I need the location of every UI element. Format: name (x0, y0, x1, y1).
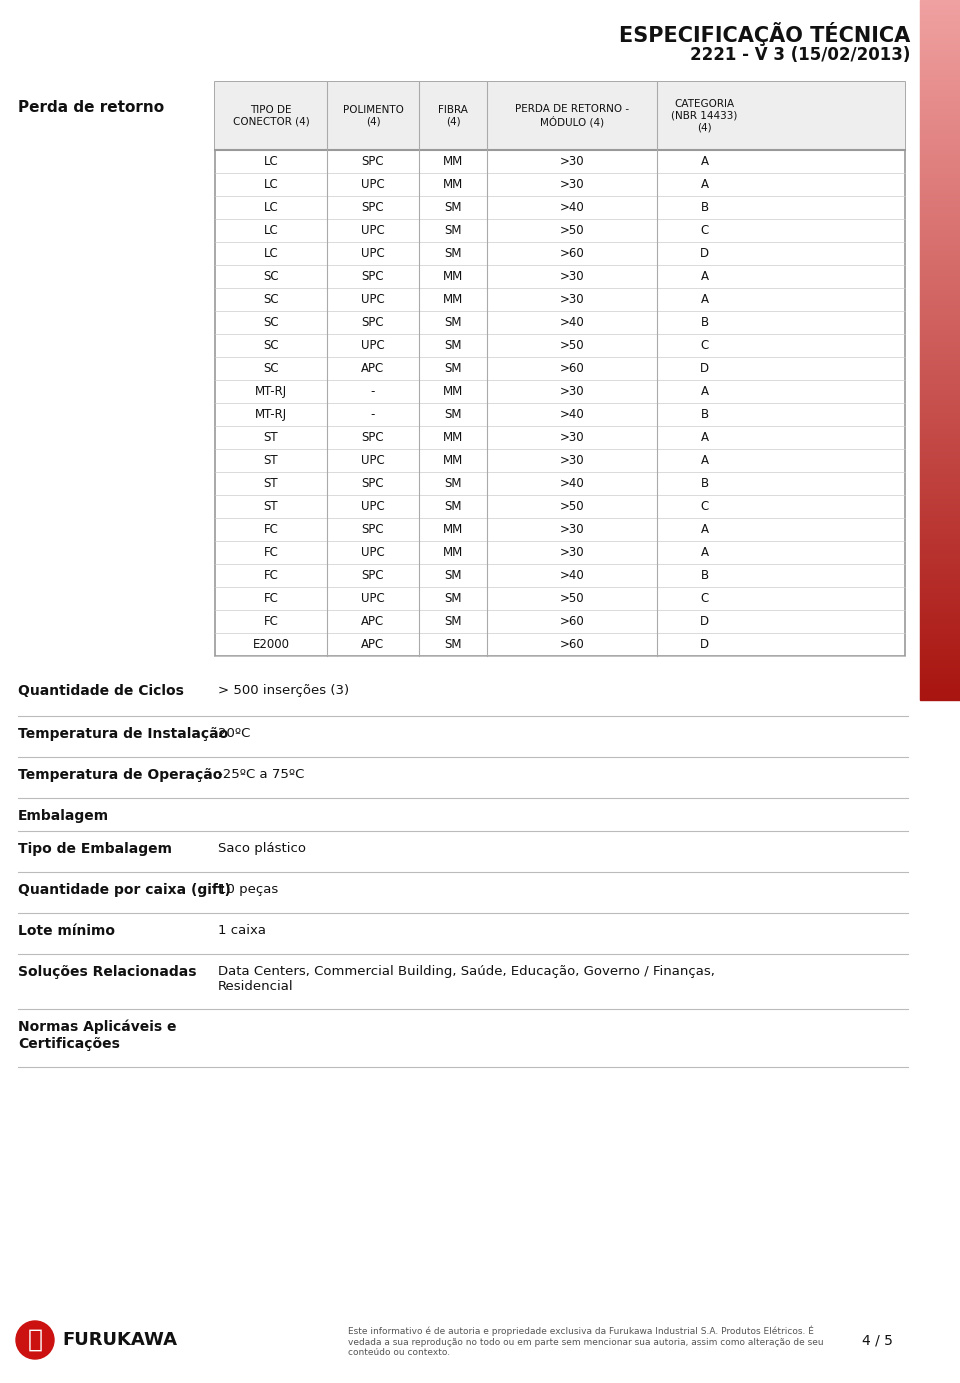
Text: SC: SC (263, 315, 278, 329)
Text: Temperatura de Operação: Temperatura de Operação (18, 768, 223, 781)
Text: SM: SM (444, 501, 462, 513)
Text: FC: FC (264, 592, 278, 604)
Text: >30: >30 (560, 293, 585, 306)
Text: >60: >60 (560, 638, 585, 651)
Text: Tipo de Embalagem: Tipo de Embalagem (18, 842, 172, 856)
Text: MM: MM (443, 384, 463, 398)
Text: >40: >40 (560, 201, 585, 214)
Text: Saco plástico: Saco plástico (218, 842, 306, 855)
Text: MT-RJ: MT-RJ (255, 384, 287, 398)
Text: MM: MM (443, 454, 463, 467)
Text: LC: LC (264, 155, 278, 167)
Text: SM: SM (444, 638, 462, 651)
Text: Data Centers, Commercial Building, Saúde, Educação, Governo / Finanças,
Residenc: Data Centers, Commercial Building, Saúde… (218, 965, 715, 993)
Text: FURUKAWA: FURUKAWA (62, 1330, 177, 1348)
Text: UPC: UPC (361, 248, 385, 260)
Text: FC: FC (264, 523, 278, 537)
Text: A: A (701, 178, 708, 191)
Text: >40: >40 (560, 477, 585, 490)
Text: A: A (701, 523, 708, 537)
Text: >30: >30 (560, 546, 585, 559)
Text: APC: APC (361, 615, 385, 628)
Text: SPC: SPC (362, 201, 384, 214)
Text: >30: >30 (560, 431, 585, 444)
Text: B: B (701, 201, 708, 214)
Text: UPC: UPC (361, 546, 385, 559)
Bar (215, 82, 905, 149)
Text: SPC: SPC (362, 568, 384, 582)
Text: SPC: SPC (362, 155, 384, 167)
Text: >40: >40 (560, 408, 585, 420)
Text: >30: >30 (560, 178, 585, 191)
Text: A: A (701, 546, 708, 559)
Text: ST: ST (264, 477, 278, 490)
Text: >60: >60 (560, 248, 585, 260)
Bar (215, 82, 905, 656)
Text: Este informativo é de autoria e propriedade exclusiva da Furukawa Industrial S.A: Este informativo é de autoria e propried… (348, 1326, 824, 1357)
Text: B: B (701, 477, 708, 490)
Text: MM: MM (443, 523, 463, 537)
Text: MM: MM (443, 270, 463, 284)
Text: LC: LC (264, 201, 278, 214)
Text: A: A (701, 454, 708, 467)
Text: -: - (371, 384, 375, 398)
Text: >60: >60 (560, 615, 585, 628)
Text: D: D (700, 248, 709, 260)
Text: LC: LC (264, 248, 278, 260)
Circle shape (16, 1321, 54, 1359)
Text: CATEGORIA
(NBR 14433)
(4): CATEGORIA (NBR 14433) (4) (671, 100, 737, 133)
Text: A: A (701, 270, 708, 284)
Text: Normas Aplicáveis e
Certificações: Normas Aplicáveis e Certificações (18, 1021, 177, 1051)
Text: B: B (701, 568, 708, 582)
Text: E2000: E2000 (252, 638, 290, 651)
Text: ESPECIFICAÇÃO TÉCNICA: ESPECIFICAÇÃO TÉCNICA (619, 22, 910, 46)
Text: FC: FC (264, 615, 278, 628)
Text: SC: SC (263, 339, 278, 353)
Text: 4 / 5: 4 / 5 (862, 1333, 893, 1347)
Text: SC: SC (263, 293, 278, 306)
Text: ST: ST (264, 454, 278, 467)
Text: FC: FC (264, 546, 278, 559)
Text: Quantidade de Ciclos: Quantidade de Ciclos (18, 685, 184, 698)
Text: SPC: SPC (362, 315, 384, 329)
Text: TIPO DE
CONECTOR (4): TIPO DE CONECTOR (4) (232, 105, 309, 127)
Text: D: D (700, 638, 709, 651)
Text: D: D (700, 362, 709, 375)
Text: >30: >30 (560, 454, 585, 467)
Text: >40: >40 (560, 568, 585, 582)
Text: ST: ST (264, 431, 278, 444)
Text: 10 peças: 10 peças (218, 882, 278, 896)
Text: > 500 inserções (3): > 500 inserções (3) (218, 685, 349, 697)
Text: SPC: SPC (362, 270, 384, 284)
Text: APC: APC (361, 362, 385, 375)
Text: Ⓔ: Ⓔ (28, 1328, 42, 1353)
Text: UPC: UPC (361, 224, 385, 236)
Text: A: A (701, 293, 708, 306)
Text: SC: SC (263, 362, 278, 375)
Text: SM: SM (444, 201, 462, 214)
Text: PERDA DE RETORNO -
MÓDULO (4): PERDA DE RETORNO - MÓDULO (4) (515, 104, 629, 127)
Text: 20ºC: 20ºC (218, 727, 251, 740)
Text: >30: >30 (560, 155, 585, 167)
Text: APC: APC (361, 638, 385, 651)
Text: FC: FC (264, 568, 278, 582)
Text: UPC: UPC (361, 178, 385, 191)
Text: C: C (701, 339, 708, 353)
Text: Temperatura de Instalação: Temperatura de Instalação (18, 727, 228, 741)
Text: SM: SM (444, 408, 462, 420)
Text: SC: SC (263, 270, 278, 284)
Text: -: - (371, 408, 375, 420)
Text: SM: SM (444, 339, 462, 353)
Text: -25ºC a 75ºC: -25ºC a 75ºC (218, 768, 304, 781)
Text: Lote mínimo: Lote mínimo (18, 924, 115, 938)
Text: SPC: SPC (362, 477, 384, 490)
Text: MM: MM (443, 293, 463, 306)
Text: SM: SM (444, 362, 462, 375)
Text: >30: >30 (560, 384, 585, 398)
Text: SPC: SPC (362, 431, 384, 444)
Text: D: D (700, 615, 709, 628)
Text: UPC: UPC (361, 592, 385, 604)
Text: SM: SM (444, 592, 462, 604)
Text: MM: MM (443, 155, 463, 167)
Text: >50: >50 (560, 501, 585, 513)
